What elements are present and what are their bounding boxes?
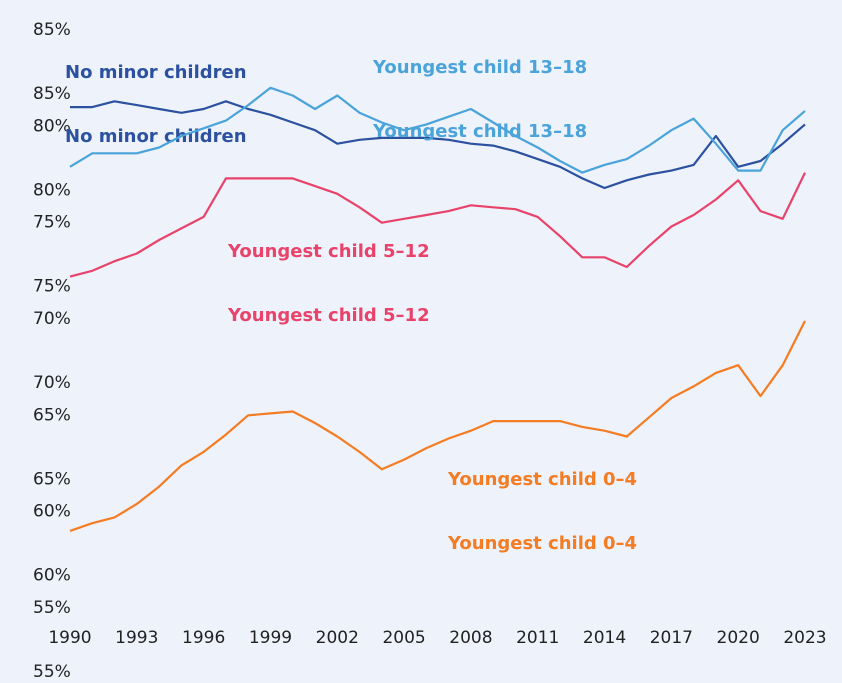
- y-tick-label: 80%: [33, 116, 71, 136]
- x-tick-label: 2005: [382, 628, 425, 648]
- series-label: Youngest child 0–4: [447, 469, 637, 490]
- y2-tick-label: 65%: [33, 469, 71, 489]
- y2-tick-label: 85%: [33, 84, 71, 104]
- y-tick-label: 55%: [33, 598, 71, 618]
- x-tick-label: 1999: [249, 628, 292, 648]
- y-tick-label: 75%: [33, 213, 71, 233]
- x-tick-label: 2002: [316, 628, 359, 648]
- y2-tick-label: 55%: [33, 662, 71, 682]
- series-label: No minor children: [65, 62, 247, 83]
- series-label: Youngest child 13–18: [372, 57, 587, 78]
- series-line: [70, 100, 806, 190]
- y2-tick-label: 75%: [33, 277, 71, 297]
- series-label-duplicate: Youngest child 0–4: [447, 533, 637, 554]
- y-tick-label: 65%: [33, 405, 71, 425]
- x-tick-label: 2020: [717, 628, 760, 648]
- x-tick-label: 2023: [783, 628, 826, 648]
- series-label-duplicate: Youngest child 5–12: [227, 305, 430, 326]
- y-tick-label: 70%: [33, 309, 71, 329]
- y2-tick-label: 60%: [33, 566, 71, 586]
- series-label-duplicate: Youngest child 13–18: [372, 121, 587, 142]
- x-tick-label: 1993: [115, 628, 158, 648]
- series-line: [69, 172, 806, 278]
- x-tick-label: 2014: [583, 628, 626, 648]
- x-tick-label: 2011: [516, 628, 559, 648]
- x-tick-label: 1996: [182, 628, 225, 648]
- x-tick-label: 2008: [449, 628, 492, 648]
- y-tick-label: 60%: [33, 502, 71, 522]
- y2-tick-label: 80%: [33, 180, 71, 200]
- series-line: [69, 86, 806, 174]
- series-label-duplicate: No minor children: [65, 126, 247, 147]
- y-tick-label: 85%: [33, 20, 71, 40]
- x-tick-label: 1990: [48, 628, 91, 648]
- x-tick-label: 2017: [650, 628, 693, 648]
- series-line: [69, 320, 806, 532]
- y2-tick-label: 70%: [33, 373, 71, 393]
- series-label: Youngest child 5–12: [227, 241, 430, 262]
